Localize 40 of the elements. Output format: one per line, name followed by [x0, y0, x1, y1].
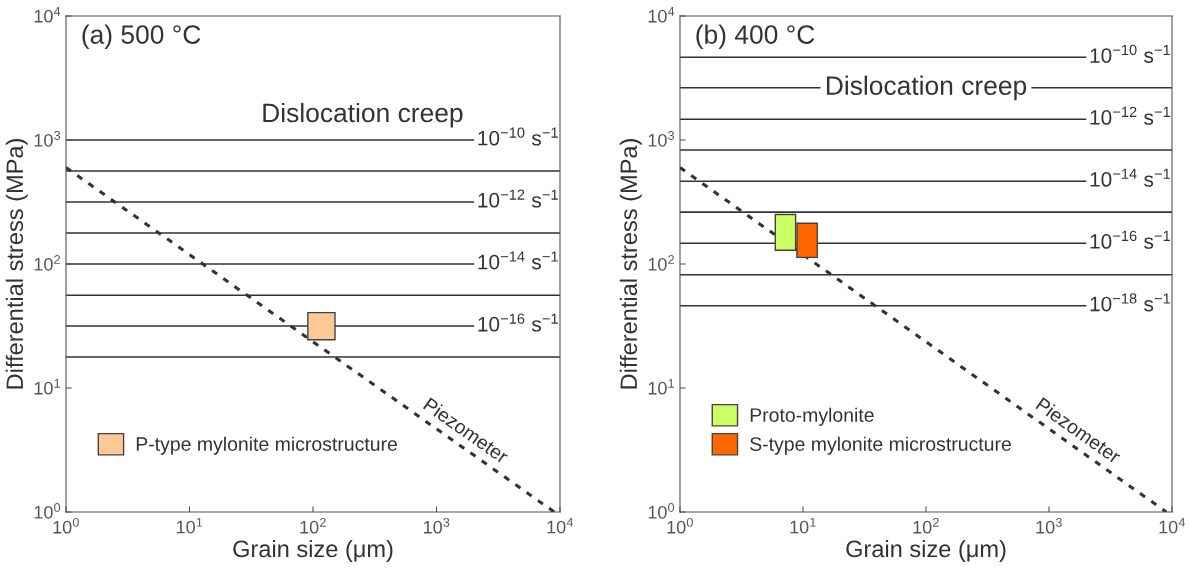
- x-tick-label: 10$^{0}$: [53, 517, 79, 534]
- ref-line-label: 10$^{−16}$ s$^{−1}$: [478, 313, 558, 332]
- annotation: Dislocation creep: [826, 75, 1027, 101]
- ref-line-label: 10$^{−14}$ s$^{−1}$: [478, 251, 558, 270]
- y-tick-label: 10$^{2}$: [648, 255, 674, 271]
- ref-line-label: 10$^{−10}$ s$^{−1}$: [478, 127, 558, 146]
- x-axis-title: Grain size (μm): [233, 539, 393, 562]
- chart-title: (b) 400 °C: [696, 24, 815, 50]
- legend-label: P-type mylonite microstructure: [136, 436, 397, 455]
- x-axis-title: Grain size (μm): [846, 539, 1006, 562]
- ref-line-label: 10$^{−10}$ s$^{−1}$: [1090, 44, 1170, 63]
- y-tick-label: 10$^{4}$: [34, 7, 61, 23]
- x-tick-label: 10$^{1}$: [176, 517, 203, 534]
- x-tick-label: 10$^{2}$: [300, 517, 326, 534]
- y-axis-title: Differential stress (MPa): [5, 139, 28, 389]
- ref-line-label: 10$^{−12}$ s$^{−1}$: [478, 189, 558, 208]
- legend-label: Proto-mylonite: [750, 407, 874, 426]
- chart-title: (a) 500 °C: [82, 24, 201, 50]
- x-tick-label: 10$^{1}$: [790, 517, 816, 534]
- ref-line-label: 10$^{−18}$ s$^{−1}$: [1090, 293, 1170, 312]
- x-tick-label: 10$^{0}$: [667, 517, 693, 534]
- x-tick-label: 10$^{4}$: [1159, 517, 1186, 534]
- y-tick-label: 10$^{3}$: [648, 131, 675, 147]
- y-tick-label: 10$^{4}$: [648, 7, 675, 23]
- legend-label: S-type mylonite microstructure: [750, 436, 1011, 455]
- y-tick-label: 10$^{2}$: [34, 255, 60, 271]
- ref-line-label: 10$^{−12}$ s$^{−1}$: [1090, 106, 1170, 125]
- x-tick-label: 10$^{4}$: [547, 517, 574, 534]
- ref-line-label: 10$^{−16}$ s$^{−1}$: [1090, 230, 1170, 249]
- y-tick-label: 10$^{3}$: [34, 131, 61, 147]
- y-tick-label: 10$^{0}$: [648, 503, 675, 519]
- y-tick-label: 10$^{1}$: [34, 379, 60, 395]
- y-tick-label: 10$^{1}$: [648, 379, 674, 395]
- y-tick-label: 10$^{0}$: [34, 503, 61, 519]
- y-axis-title: Differential stress (MPa): [619, 139, 642, 389]
- x-tick-label: 10$^{3}$: [423, 517, 450, 534]
- annotation: Dislocation creep: [263, 102, 463, 128]
- x-tick-label: 10$^{2}$: [913, 517, 939, 534]
- ref-line-label: 10$^{−14}$ s$^{−1}$: [1090, 168, 1170, 187]
- x-tick-label: 10$^{3}$: [1036, 517, 1062, 534]
